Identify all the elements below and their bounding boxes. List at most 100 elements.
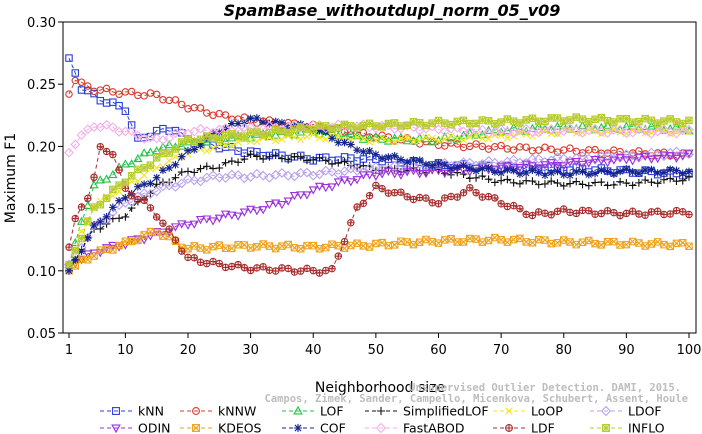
data-point: [265, 128, 274, 137]
data-point: [566, 126, 574, 134]
data-point: [553, 114, 562, 122]
data-point: [616, 167, 624, 176]
data-point: [159, 220, 167, 227]
data-point: [247, 267, 254, 274]
data-point: [159, 149, 167, 158]
data-point: [253, 138, 261, 146]
data-point: [246, 128, 255, 136]
data-point: [384, 241, 393, 250]
legend-item-SimplifiedLOF: SimplifiedLOF: [365, 404, 489, 419]
data-point: [177, 141, 187, 150]
data-point: [578, 180, 587, 189]
data-point: [591, 115, 599, 124]
data-point: [654, 125, 662, 134]
data-point: [552, 161, 563, 171]
data-point: [628, 168, 637, 176]
data-point: [441, 194, 448, 202]
data-point: [196, 141, 205, 150]
data-point: [209, 242, 217, 251]
data-point: [596, 126, 607, 137]
data-point: [435, 200, 442, 207]
data-point: [528, 238, 537, 247]
data-point: [653, 119, 662, 127]
data-point: [90, 252, 98, 260]
data-point: [102, 194, 111, 202]
data-point: [278, 264, 286, 272]
data-point: [184, 135, 192, 144]
data-point: [234, 132, 242, 141]
data-point: [71, 69, 80, 77]
data-point: [315, 134, 324, 142]
data-point: [102, 212, 111, 221]
data-point: [234, 261, 242, 268]
data-point: [83, 250, 93, 259]
data-point: [84, 195, 91, 202]
data-point: [497, 169, 505, 177]
data-point: [615, 124, 626, 135]
data-point: [320, 165, 331, 176]
data-point: [571, 158, 581, 167]
data-point: [76, 130, 87, 140]
data-point: [685, 167, 693, 176]
x-tick-label: 90: [618, 343, 635, 358]
data-point: [296, 127, 306, 136]
data-point: [108, 203, 117, 212]
data-point: [226, 169, 237, 180]
data-point: [315, 126, 324, 135]
data-point: [385, 189, 392, 197]
data-point: [278, 242, 286, 250]
data-point: [547, 168, 556, 177]
data-point: [228, 143, 236, 151]
data-point: [278, 154, 286, 163]
data-point: [176, 127, 187, 138]
data-point: [340, 138, 349, 147]
data-point: [535, 208, 542, 216]
data-point: [128, 192, 135, 199]
data-point: [652, 150, 663, 160]
data-point: [127, 171, 136, 180]
data-point: [610, 118, 618, 126]
data-point: [602, 424, 610, 432]
data-point: [159, 166, 167, 175]
data-point: [648, 208, 655, 216]
data-point: [558, 126, 569, 136]
data-point: [622, 114, 631, 123]
data-point: [533, 127, 544, 138]
data-point: [541, 171, 549, 180]
data-point: [478, 164, 487, 173]
data-point: [365, 146, 374, 155]
data-point: [190, 145, 199, 154]
data-point: [278, 127, 286, 135]
data-point: [316, 269, 323, 277]
data-point: [177, 168, 186, 176]
data-point: [290, 125, 299, 133]
data-point: [371, 131, 381, 140]
data-point: [190, 168, 199, 177]
data-point: [120, 241, 130, 250]
data-point: [170, 181, 181, 192]
data-point: [184, 254, 192, 261]
data-point: [509, 146, 518, 154]
data-point: [303, 125, 311, 134]
legend-label: kNNW: [218, 404, 256, 419]
data-point: [96, 200, 105, 209]
data-point: [360, 200, 367, 207]
data-point: [202, 215, 212, 224]
data-point: [528, 166, 537, 175]
data-point: [598, 210, 605, 217]
data-point: [497, 141, 505, 150]
data-point: [84, 82, 92, 90]
data-point: [553, 179, 562, 187]
data-point: [378, 123, 386, 131]
data-point: [540, 124, 550, 134]
data-point: [572, 177, 581, 186]
data-point: [678, 169, 687, 178]
data-point: [228, 244, 236, 253]
data-point: [485, 135, 493, 143]
data-point: [371, 172, 381, 181]
data-point: [622, 179, 631, 187]
x-tick-label: 1: [65, 343, 73, 358]
data-point: [596, 157, 606, 166]
data-point: [234, 119, 242, 128]
data-point: [428, 134, 436, 142]
